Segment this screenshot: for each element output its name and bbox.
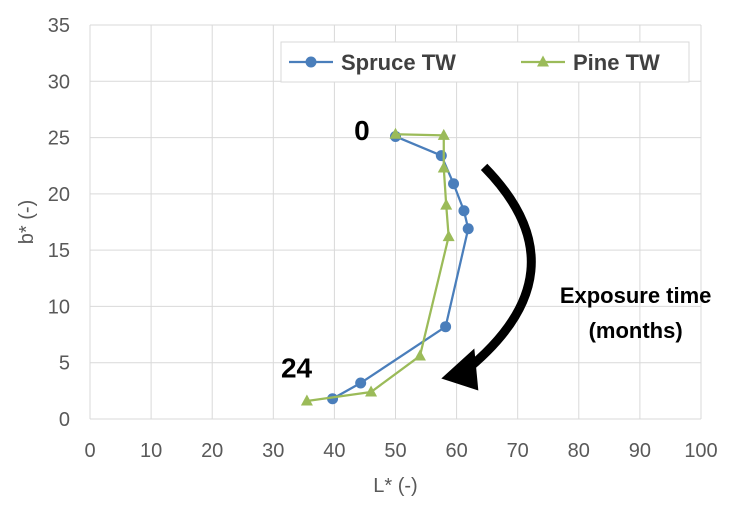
x-tick-label: 100	[684, 440, 717, 462]
y-axis-title: b* (-)	[16, 200, 38, 244]
data-point-spruce-tw	[462, 223, 474, 235]
y-tick-label: 0	[59, 409, 70, 431]
series-pine-tw	[300, 127, 455, 406]
legend-marker-pine-tw	[537, 55, 549, 67]
axes: 0 10 20 30 40 50 60 70 80 90 100 0 5 10 15 20 25 30 35 L* (…	[16, 15, 718, 497]
x-tick-label: 20	[201, 440, 223, 462]
y-tick-label: 30	[48, 71, 70, 93]
end-month-label: 24	[281, 352, 313, 383]
exposure-arrow-head	[441, 348, 479, 391]
legend-box	[280, 41, 690, 83]
data-point-spruce-tw	[435, 150, 447, 162]
y-tick-label: 15	[48, 240, 70, 262]
annotations: 0 24 Exposure time (months)	[281, 115, 711, 391]
exposure-arrow-shaft	[460, 163, 536, 376]
x-tick-label: 40	[323, 440, 345, 462]
data-point-spruce-tw	[448, 178, 460, 190]
data-point-pine-tw	[413, 349, 426, 361]
y-tick-label: 35	[48, 15, 70, 37]
start-month-label: 0	[354, 115, 370, 146]
data-point-spruce-tw	[440, 321, 452, 333]
x-tick-label: 60	[445, 440, 467, 462]
x-tick-label: 30	[262, 440, 284, 462]
data-point-pine-tw	[389, 127, 402, 139]
months-label: (months)	[589, 318, 683, 343]
x-tick-label: 50	[384, 440, 406, 462]
x-tick-label: 90	[629, 440, 651, 462]
data-point-pine-tw	[437, 128, 450, 140]
y-tick-label: 25	[48, 128, 70, 150]
x-tick-label: 70	[507, 440, 529, 462]
y-tick-label: 5	[59, 353, 70, 375]
data-point-pine-tw	[365, 385, 378, 397]
y-tick-label: 10	[48, 296, 70, 318]
series-layer	[300, 127, 474, 406]
exposure-time-label: Exposure time	[560, 283, 712, 308]
data-point-spruce-tw	[355, 377, 367, 389]
legend-label-pine-tw: Pine TW	[573, 50, 660, 75]
x-axis-title: L* (-)	[373, 475, 417, 497]
grid	[89, 24, 702, 420]
legend-marker-spruce-tw	[305, 56, 317, 68]
data-point-pine-tw	[300, 394, 313, 406]
data-point-spruce-tw	[458, 205, 470, 217]
data-point-pine-tw	[437, 161, 450, 173]
legend-label-spruce-tw: Spruce TW	[341, 50, 456, 75]
data-point-pine-tw	[442, 230, 455, 242]
y-tick-label: 20	[48, 184, 70, 206]
x-tick-label: 80	[568, 440, 590, 462]
data-point-pine-tw	[440, 198, 453, 210]
x-tick-label: 0	[84, 440, 95, 462]
legend: Spruce TW Pine TW	[280, 41, 690, 83]
x-tick-label: 10	[140, 440, 162, 462]
series-line-pine-tw	[306, 133, 450, 403]
